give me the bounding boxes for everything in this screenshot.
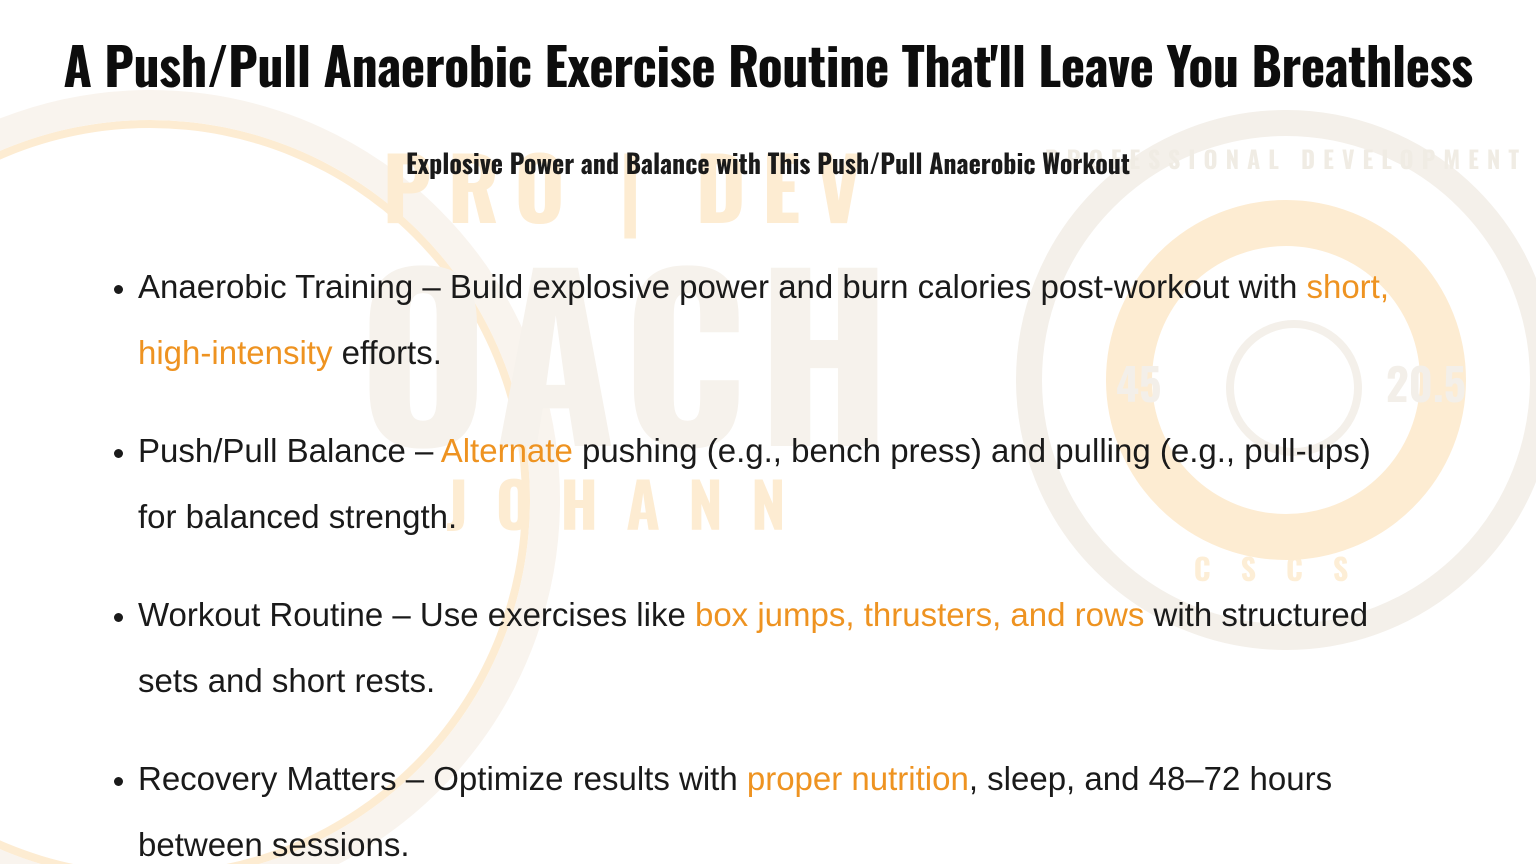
bullet-item: Recovery Matters – Optimize results with…	[138, 746, 1416, 864]
bullet-list: Anaerobic Training – Build explosive pow…	[116, 254, 1476, 864]
bullet-pre: – Build explosive power and burn calorie…	[413, 268, 1306, 305]
slide-content: A Push/Pull Anaerobic Exercise Routine T…	[0, 0, 1536, 864]
bullet-highlight: Alternate	[441, 432, 573, 469]
bullet-item: Workout Routine – Use exercises like box…	[138, 582, 1416, 714]
bullet-item: Push/Pull Balance – Alternate pushing (e…	[138, 418, 1416, 550]
slide-title: A Push/Pull Anaerobic Exercise Routine T…	[60, 26, 1476, 103]
bullet-lead: Anaerobic Training	[138, 268, 413, 305]
slide-subtitle: Explosive Power and Balance with This Pu…	[60, 143, 1476, 182]
bullet-lead: Workout Routine	[138, 596, 383, 633]
bullet-post: efforts.	[332, 334, 441, 371]
bullet-lead: Recovery Matters	[138, 760, 397, 797]
bullet-pre: – Optimize results with	[397, 760, 747, 797]
bullet-item: Anaerobic Training – Build explosive pow…	[138, 254, 1416, 386]
bullet-pre: – Use exercises like	[383, 596, 695, 633]
bullet-pre: –	[406, 432, 441, 469]
bullet-lead: Push/Pull Balance	[138, 432, 406, 469]
bullet-highlight: proper nutrition	[747, 760, 969, 797]
bullet-highlight: box jumps, thrusters, and rows	[695, 596, 1144, 633]
